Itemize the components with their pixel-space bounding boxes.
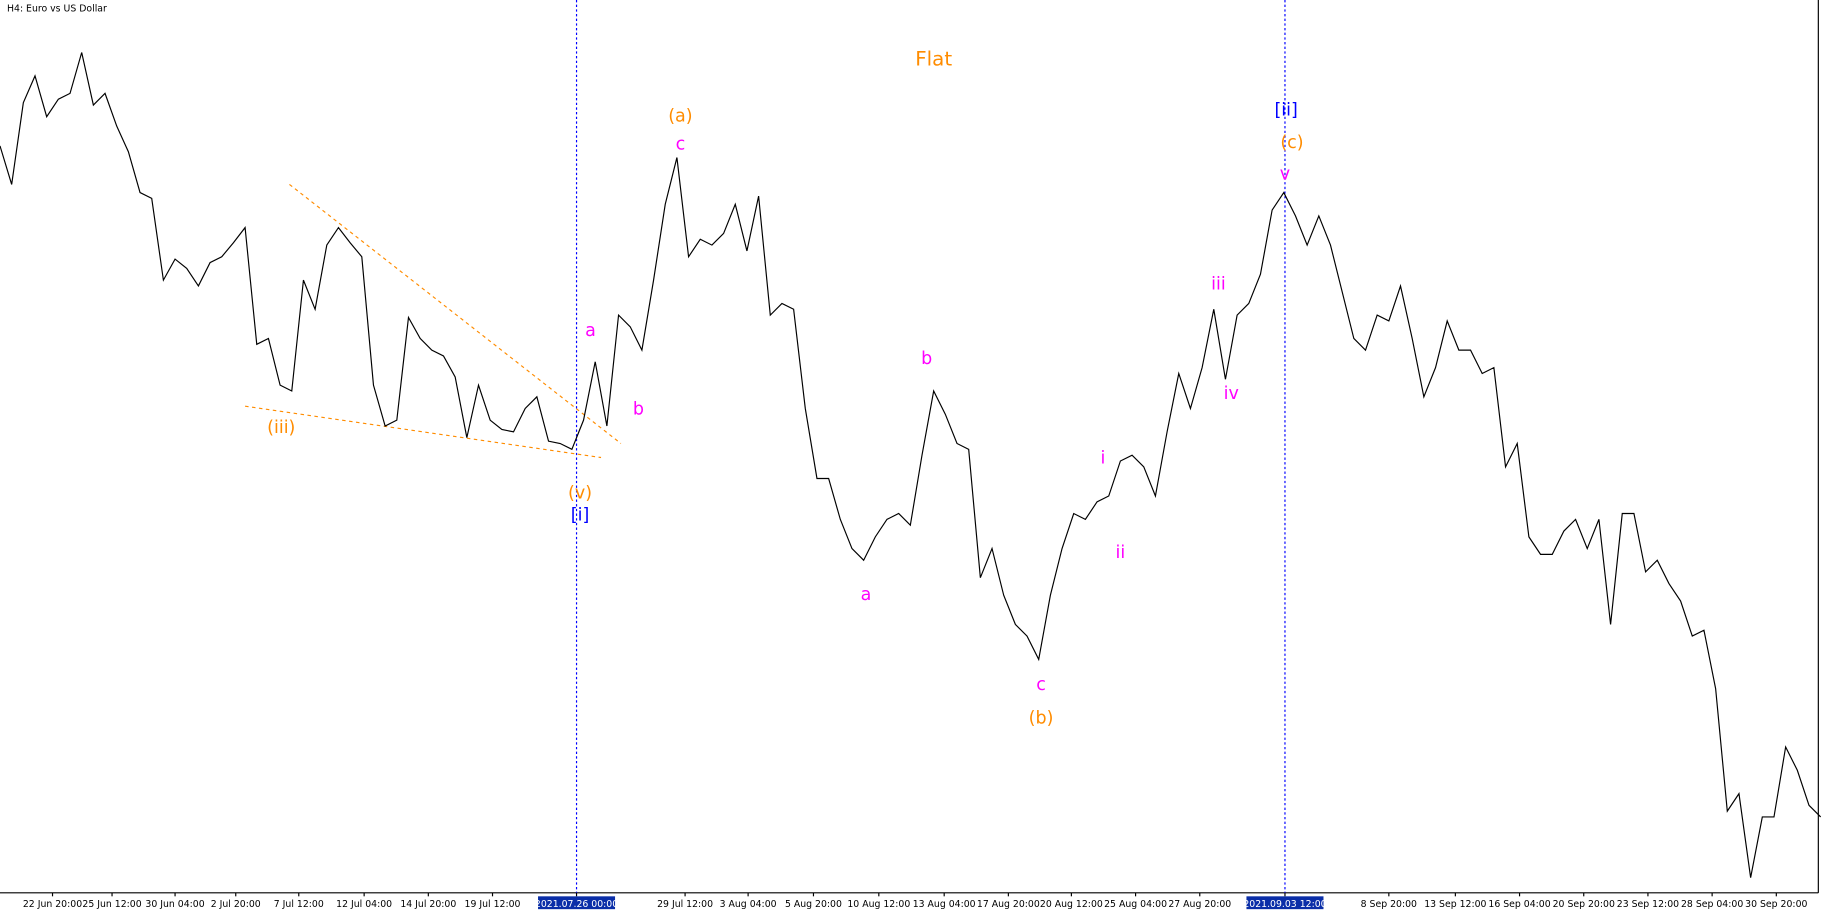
x-tick-label: 27 Aug 20:00 [1168,899,1231,910]
x-tick-label: 22 Jun 20:00 [23,899,82,910]
x-tick-label: 17 Aug 20:00 [977,899,1040,910]
x-tick-label: 30 Jun 04:00 [145,899,204,910]
x-tick-label: 25 Jun 12:00 [82,899,141,910]
wave-label: [ii] [1274,101,1297,121]
wave-label: b [633,399,644,419]
wave-label: a [861,585,872,605]
x-tick-label: 16 Sep 04:00 [1488,899,1550,910]
x-tick-label: 28 Sep 04:00 [1681,899,1743,910]
wave-label: a [585,321,596,341]
x-tick-label: 19 Jul 12:00 [465,899,521,910]
trend-line [289,183,622,444]
x-tick-label: 13 Sep 12:00 [1424,899,1486,910]
wave-label: i [1100,448,1105,468]
wave-label: Flat [915,47,952,70]
x-tick-label: 13 Aug 04:00 [913,899,976,910]
x-tick-label: 30 Sep 20:00 [1745,899,1807,910]
wave-label: c [676,134,686,154]
x-tick-label: 14 Jul 20:00 [400,899,456,910]
chart-title: H4: Euro vs US Dollar [7,4,107,15]
x-tick-label: 20 Aug 12:00 [1040,899,1103,910]
wave-label: (a) [668,106,692,126]
x-tick-label: 2021.07.26 00:00 [535,899,618,910]
x-tick-label: 3 Aug 04:00 [720,899,777,910]
wave-label: (iii) [267,418,295,438]
wave-label: c [1036,675,1046,695]
x-tick-label: 2021.09.03 12:00 [1243,899,1326,910]
x-tick-label: 2 Jul 20:00 [211,899,261,910]
x-tick-label: 29 Jul 12:00 [657,899,713,910]
wave-label: (c) [1280,133,1303,153]
wave-label: [i] [571,506,590,526]
x-tick-label: 10 Aug 12:00 [847,899,910,910]
x-tick-label: 20 Sep 20:00 [1553,899,1615,910]
price-line [0,52,1822,878]
wave-label: b [921,349,932,369]
x-tick-label: 23 Sep 12:00 [1617,899,1679,910]
x-tick-label: 8 Sep 20:00 [1361,899,1417,910]
wave-label: (b) [1029,709,1054,729]
crosshair-label-bg [1246,896,1324,910]
x-tick-label: 12 Jul 04:00 [336,899,392,910]
wave-label: v [1280,165,1290,185]
x-tick-label: 7 Jul 12:00 [274,899,324,910]
crosshair-label-bg [538,896,616,910]
wave-label: (v) [568,483,592,503]
wave-label: iv [1224,384,1239,404]
wave-label: ii [1116,543,1126,563]
wave-label: iii [1211,274,1226,294]
x-tick-label: 25 Aug 04:00 [1104,899,1167,910]
x-tick-label: 5 Aug 20:00 [785,899,842,910]
